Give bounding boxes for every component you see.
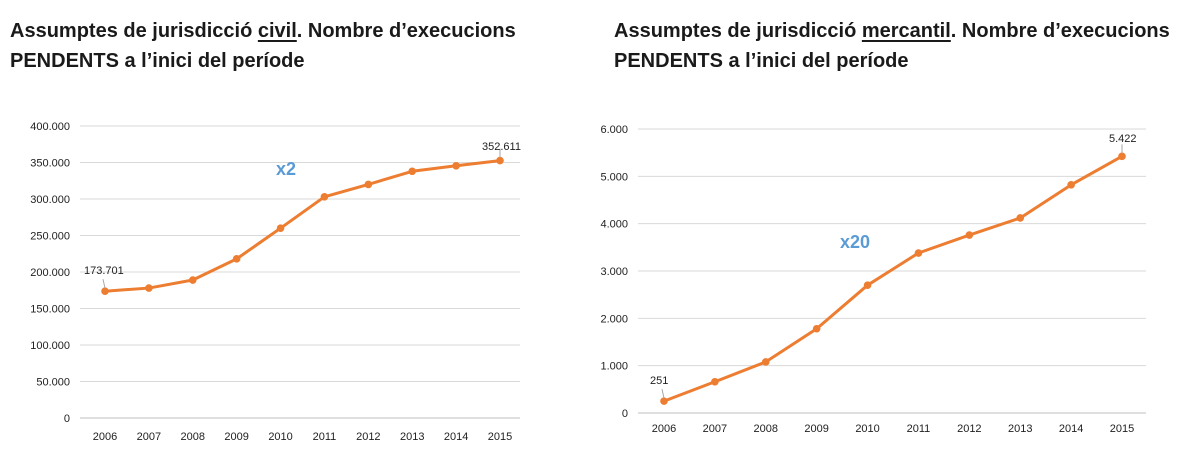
- title-underlined-word: mercantil: [861, 20, 951, 42]
- data-point: [145, 284, 153, 292]
- y-tick-label: 150.000: [30, 304, 70, 316]
- y-tick-label: 250.000: [30, 231, 70, 243]
- y-tick-label: 1.000: [600, 361, 628, 373]
- x-tick-label: 2006: [93, 431, 117, 443]
- data-point: [1016, 214, 1025, 222]
- data-label: 5.422: [1109, 133, 1137, 145]
- x-tick-label: 2007: [703, 423, 727, 435]
- data-label: 352.611: [482, 141, 521, 153]
- data-point: [496, 156, 504, 165]
- y-tick-label: 300.000: [30, 194, 70, 206]
- x-tick-label: 2009: [804, 423, 828, 435]
- x-tick-label: 2014: [1059, 423, 1083, 435]
- data-point: [364, 180, 373, 189]
- data-point: [101, 287, 109, 295]
- data-point: [1118, 152, 1126, 161]
- y-tick-label: 4.000: [600, 219, 628, 231]
- x-tick-label: 2013: [400, 431, 424, 443]
- title-part: Assumptes de jurisdicció: [10, 20, 258, 42]
- y-tick-label: 100.000: [30, 340, 70, 352]
- data-point: [965, 231, 974, 239]
- x-tick-label: 2011: [907, 423, 931, 435]
- data-point: [914, 249, 923, 257]
- data-point: [232, 255, 241, 263]
- data-point: [276, 224, 285, 232]
- growth-annotation: x20: [840, 232, 870, 252]
- series-line: [103, 159, 502, 293]
- y-tick-label: 5.000: [600, 171, 628, 183]
- data-label-leader: [102, 279, 106, 289]
- title-line2: PENDENTS a l’inici del període: [614, 50, 909, 72]
- x-tick-label: 2014: [444, 431, 468, 443]
- x-tick-label: 2010: [855, 423, 879, 435]
- y-tick-label: 6.000: [600, 124, 628, 136]
- y-tick-label: 0: [622, 408, 628, 420]
- chart-title-mercantil: Assumptes de jurisdicció mercantil. Nomb…: [614, 16, 1170, 76]
- x-tick-label: 2010: [268, 431, 292, 443]
- data-point: [452, 161, 460, 170]
- y-tick-label: 400.000: [30, 121, 70, 133]
- data-point: [711, 377, 719, 386]
- title-part: Assumptes de jurisdicció: [614, 20, 862, 42]
- y-tick-label: 3.000: [600, 266, 628, 278]
- title-underlined-word: civil: [257, 20, 297, 42]
- x-tick-label: 2015: [488, 431, 512, 443]
- data-label: 251: [650, 375, 668, 387]
- x-tick-label: 2006: [652, 423, 676, 435]
- y-tick-label: 0: [64, 413, 70, 425]
- x-tick-label: 2009: [224, 431, 248, 443]
- title-part: . Nombre d’execucions: [950, 20, 1170, 42]
- x-tick-label: 2008: [181, 431, 205, 443]
- y-tick-label: 2.000: [600, 313, 628, 325]
- data-point: [188, 276, 197, 284]
- x-tick-label: 2015: [1110, 423, 1134, 435]
- data-point: [408, 167, 417, 176]
- data-point: [1067, 181, 1075, 189]
- x-tick-label: 2012: [957, 423, 981, 435]
- x-tick-label: 2012: [356, 431, 380, 443]
- x-tick-label: 2007: [137, 431, 161, 443]
- x-tick-label: 2008: [754, 423, 778, 435]
- y-tick-label: 350.000: [30, 158, 70, 170]
- title-line2: PENDENTS a l’inici del període: [10, 50, 305, 72]
- data-label: 173.701: [84, 265, 124, 277]
- data-label-leader: [661, 389, 665, 399]
- series-line: [662, 154, 1124, 403]
- title-part: . Nombre d’execucions: [296, 20, 516, 42]
- growth-annotation: x2: [276, 159, 296, 179]
- data-point: [320, 193, 329, 201]
- data-point: [761, 358, 770, 366]
- y-tick-label: 200.000: [30, 267, 70, 279]
- y-tick-label: 50.000: [36, 377, 70, 389]
- data-point: [812, 324, 821, 333]
- data-point: [660, 397, 668, 405]
- x-tick-label: 2011: [313, 431, 337, 443]
- x-tick-label: 2013: [1008, 423, 1032, 435]
- chart-title-civil: Assumptes de jurisdicció civil. Nombre d…: [10, 16, 516, 76]
- data-point: [863, 281, 872, 290]
